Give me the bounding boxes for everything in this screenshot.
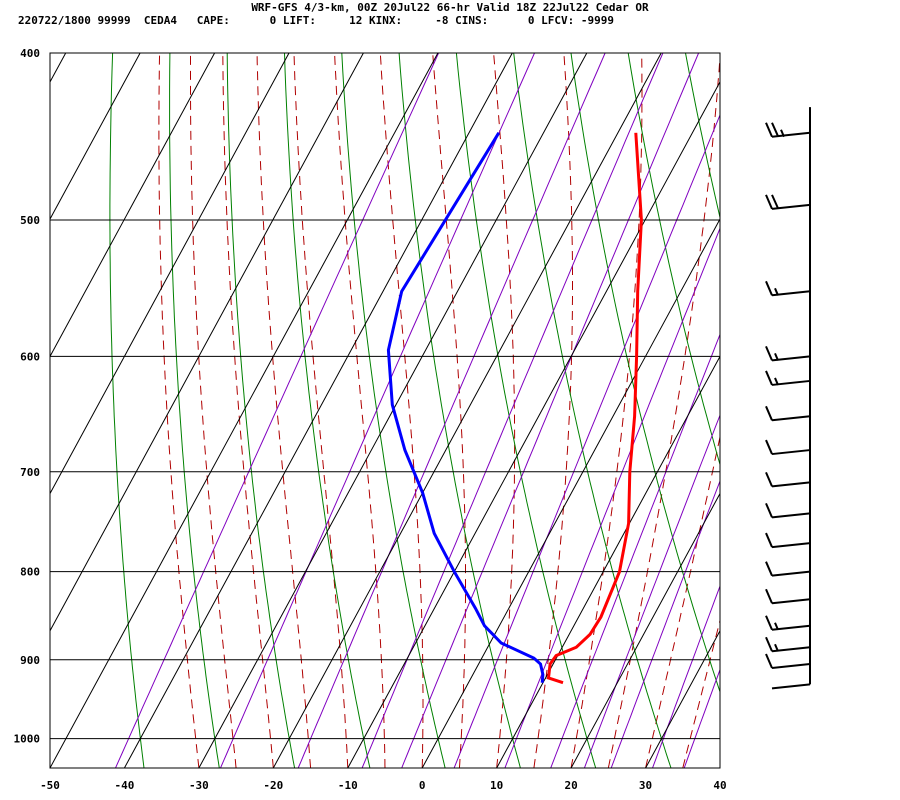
mixing-ratio-line [297, 53, 606, 768]
dry-adiabat [570, 53, 720, 694]
moist-adiabat [222, 53, 274, 768]
y-tick-label: 1000 [14, 733, 41, 746]
moist-adiabat [645, 434, 720, 768]
x-tick-label: 30 [639, 779, 652, 792]
mixing-ratio-line [683, 668, 720, 768]
isotherm-gridline [347, 80, 720, 768]
x-tick-label: -40 [115, 779, 135, 792]
x-tick-label: -50 [40, 779, 60, 792]
temperature-profile [546, 132, 643, 685]
isotherm-gridline [645, 629, 720, 768]
moist-adiabat [158, 53, 200, 768]
x-tick-label: 20 [564, 779, 577, 792]
isotherm-gridline [123, 53, 513, 768]
wind-barb [765, 122, 811, 138]
moist-adiabat [379, 53, 424, 768]
x-tick-label: 10 [490, 779, 503, 792]
wind-barb [765, 471, 811, 488]
dry-adiabat [743, 53, 900, 768]
isotherm-gridline [50, 53, 141, 221]
dry-adiabat [341, 53, 446, 768]
moist-adiabat [334, 53, 386, 768]
dry-adiabat [169, 53, 220, 768]
x-tick-label: 40 [713, 779, 726, 792]
moist-adiabat [493, 53, 516, 768]
y-tick-label: 600 [20, 350, 40, 363]
plot-frame [49, 52, 721, 769]
mixing-ratio-line [504, 227, 720, 768]
x-tick-label: 0 [419, 779, 426, 792]
y-tick-label: 800 [20, 566, 40, 579]
mixing-ratio-line [401, 53, 700, 768]
mixing-ratio-line [115, 53, 440, 768]
isotherm-gridline [50, 53, 216, 358]
mixing-ratio-line [652, 584, 720, 768]
y-tick-label: 500 [20, 214, 40, 227]
x-tick-label: -20 [263, 779, 283, 792]
moist-adiabat [293, 53, 349, 768]
wind-barb [765, 370, 811, 386]
moist-adiabat [607, 53, 720, 768]
wind-barb [765, 532, 811, 549]
dry-adiabat [455, 53, 597, 768]
dry-adiabat [800, 53, 900, 768]
isotherm-gridline [272, 53, 662, 768]
wind-barb [765, 439, 811, 456]
wind-barb [765, 502, 811, 519]
moist-adiabat [256, 53, 312, 768]
plot-area [50, 53, 900, 768]
dry-adiabat [109, 53, 145, 768]
wind-barb [765, 615, 811, 631]
isotherm-gridline [570, 492, 720, 768]
wind-barb [765, 636, 811, 653]
dry-adiabat [857, 53, 900, 768]
isotherm-gridline [50, 53, 290, 495]
wind-barb [765, 588, 811, 605]
mixing-ratio-line [550, 333, 720, 768]
wind-barb [765, 405, 811, 422]
mixing-ratio-line [610, 479, 720, 768]
dry-adiabat [685, 53, 720, 220]
wind-barb [765, 280, 811, 297]
dry-adiabat [513, 53, 672, 768]
x-tick-label: -10 [338, 779, 358, 792]
moist-adiabat [432, 53, 466, 768]
moist-adiabat [570, 53, 643, 768]
wind-barb [771, 683, 811, 690]
dewpoint-profile [386, 132, 545, 683]
wind-barb [765, 346, 811, 362]
moist-adiabat [682, 618, 720, 768]
mixing-ratio-line [583, 413, 720, 768]
mixing-ratio-line [453, 113, 720, 768]
dry-adiabat [226, 53, 296, 768]
y-tick-label: 400 [20, 47, 40, 60]
station-indices: 220722/1800 99999 CEDA4 CAPE: 0 LIFT: 12… [18, 14, 615, 27]
wind-barb [765, 653, 811, 669]
isotherm-gridline [50, 53, 364, 632]
isotherm-gridline [50, 53, 439, 768]
dry-adiabat [627, 53, 720, 467]
y-tick-label: 900 [20, 654, 40, 667]
chart-title: WRF-GFS 4/3-km, 00Z 20Jul22 66-hr Valid … [251, 1, 649, 14]
x-tick-label: -30 [189, 779, 209, 792]
isotherm-gridline [496, 355, 720, 768]
isotherm-gridline [421, 218, 720, 768]
y-tick-label: 700 [20, 466, 40, 479]
wind-barb [765, 194, 811, 210]
wind-barb [765, 561, 811, 577]
mixing-ratio-line [361, 53, 664, 768]
mixing-ratio-line [220, 53, 535, 768]
dry-adiabat [284, 53, 371, 768]
